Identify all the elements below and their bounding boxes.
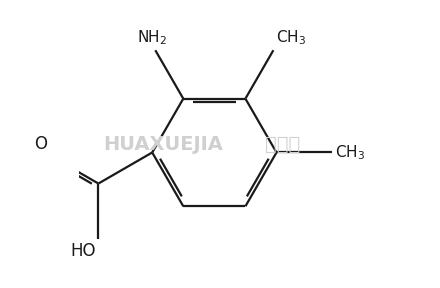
Text: CH$_3$: CH$_3$: [335, 143, 365, 162]
Text: HUAXUEJIA: HUAXUEJIA: [103, 134, 224, 154]
Text: O: O: [34, 135, 47, 153]
Text: 化学加: 化学加: [264, 134, 300, 154]
Text: HO: HO: [70, 242, 95, 260]
Text: CH$_3$: CH$_3$: [276, 29, 306, 48]
Text: NH$_2$: NH$_2$: [137, 29, 168, 48]
